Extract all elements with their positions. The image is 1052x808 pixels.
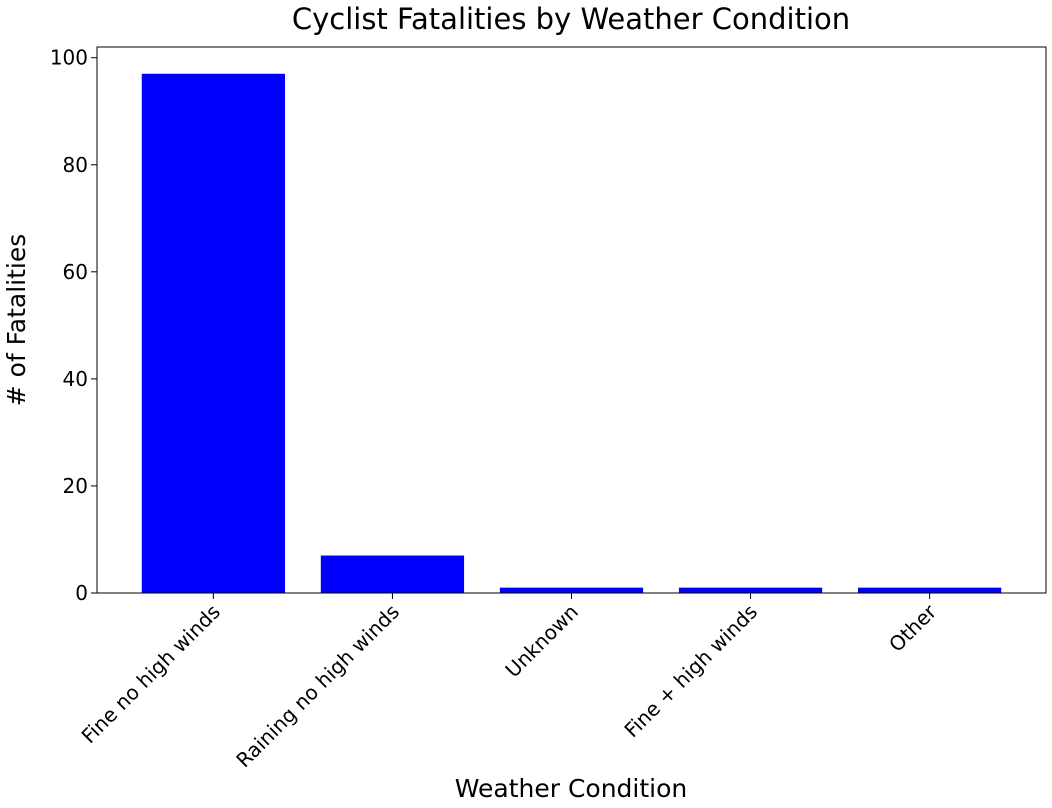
x-tick-label-0: Fine no high winds — [77, 600, 225, 748]
bar-2 — [499, 587, 644, 593]
y-axis-label: # of Fatalities — [2, 234, 31, 407]
x-axis: Fine no high winds Raining no high winds U… — [77, 593, 942, 772]
chart-title: Cyclist Fatalities by Weather Condition — [292, 2, 850, 36]
bar-1 — [320, 555, 465, 593]
y-tick-label-1: 20 — [63, 474, 88, 498]
bar-3 — [678, 587, 823, 593]
x-tick-label-4: Other — [884, 599, 942, 657]
y-tick-label-5: 100 — [50, 46, 88, 70]
y-tick-label-0: 0 — [75, 581, 88, 605]
y-tick-label-3: 60 — [63, 260, 88, 284]
bars-group — [141, 73, 1002, 593]
x-tick-label-2: Unknown — [500, 600, 583, 683]
y-axis: 0 20 40 60 80 100 — [50, 46, 97, 605]
x-tick-label-1: Raining no high winds — [231, 600, 404, 773]
bar-4 — [857, 587, 1002, 593]
x-axis-label: Weather Condition — [455, 774, 688, 803]
y-tick-label-4: 80 — [63, 153, 88, 177]
x-tick-label-3: Fine + high winds — [619, 600, 762, 743]
y-tick-label-2: 40 — [63, 367, 88, 391]
bar-0 — [141, 73, 286, 593]
